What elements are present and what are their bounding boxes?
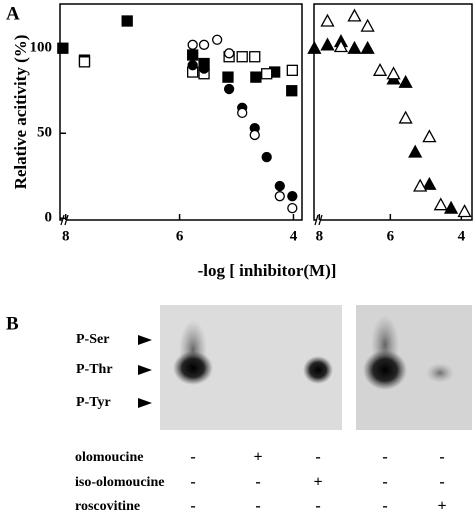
point [422,129,437,143]
point [360,40,375,54]
point [249,129,260,141]
point [422,176,437,190]
point [78,56,91,68]
sign: + [313,474,322,491]
point [333,39,349,53]
x-tick-label: 8 [62,228,70,244]
sign: - [315,498,320,515]
point [287,202,298,214]
point [249,51,261,63]
x-tick-label: 6 [387,228,395,244]
sign: - [190,449,195,466]
gel-spot [303,356,333,384]
panel-label: B [6,313,19,334]
y-axis-title: Relative acitivity (%) [11,35,30,190]
point [261,68,273,80]
point [360,18,375,32]
arrow [138,365,152,375]
sign: - [190,474,195,491]
band-label: P-Thr [76,362,113,377]
point [433,197,448,211]
point [398,110,413,124]
arrow [138,398,152,408]
sign: - [315,449,320,466]
y-tick-label: 100 [30,40,53,56]
sign: - [382,474,387,491]
point [286,64,298,76]
x-tick-label: 6 [176,228,184,244]
point [386,66,401,80]
point [121,15,133,27]
gel-spot [173,351,213,385]
point [347,8,362,22]
point [187,49,199,61]
point [347,40,362,54]
point [287,191,298,202]
y-tick-label: 0 [45,210,53,226]
plot-frame [59,3,303,221]
y-tick-label: 50 [37,125,52,141]
arrow [138,335,152,345]
sign: - [255,474,260,491]
point [236,51,248,63]
point [187,39,198,50]
sign: + [437,498,446,515]
point [320,13,335,27]
axis-break [316,214,321,226]
point [307,40,322,54]
row-label: olomoucine [75,450,143,465]
point [223,83,235,95]
row-label: iso-olomoucine [75,475,164,490]
point [413,178,428,192]
sign: - [382,498,387,515]
band-label: P-Tyr [76,395,111,410]
sign: - [439,449,444,466]
sign: - [190,498,195,515]
point [223,48,235,59]
sign: - [439,474,444,491]
point [198,39,210,50]
axis-break [314,214,319,226]
axis-break [64,214,69,226]
sign: - [382,449,387,466]
point [408,144,423,158]
point [198,63,210,74]
row-label: roscovitine [75,499,140,514]
point [320,37,335,51]
plot-frame [313,3,473,221]
point [274,180,285,192]
axis-break [60,214,65,226]
point [222,71,234,83]
point [212,34,223,45]
x-tick-label: 4 [458,228,466,244]
point [398,74,413,88]
x-tick-label: 8 [316,228,324,244]
gel-images [138,305,472,430]
sign: + [253,449,262,466]
gel-spot [426,363,454,383]
band-label: P-Ser [76,332,109,347]
point [286,85,298,97]
point [274,191,285,202]
point [457,204,472,218]
point [187,60,198,71]
axis-break [318,214,323,226]
point [372,62,388,76]
point [443,200,459,214]
gel-spot [363,350,407,390]
point [250,71,262,83]
axis-break [62,214,67,226]
point [237,107,248,119]
sign: - [255,498,260,515]
x-axis-title: -log [ inhibitor(M)] [198,261,337,280]
x-tick-label: 4 [290,228,298,244]
point [57,42,69,54]
point [261,151,272,163]
panel-label: A [6,3,20,24]
